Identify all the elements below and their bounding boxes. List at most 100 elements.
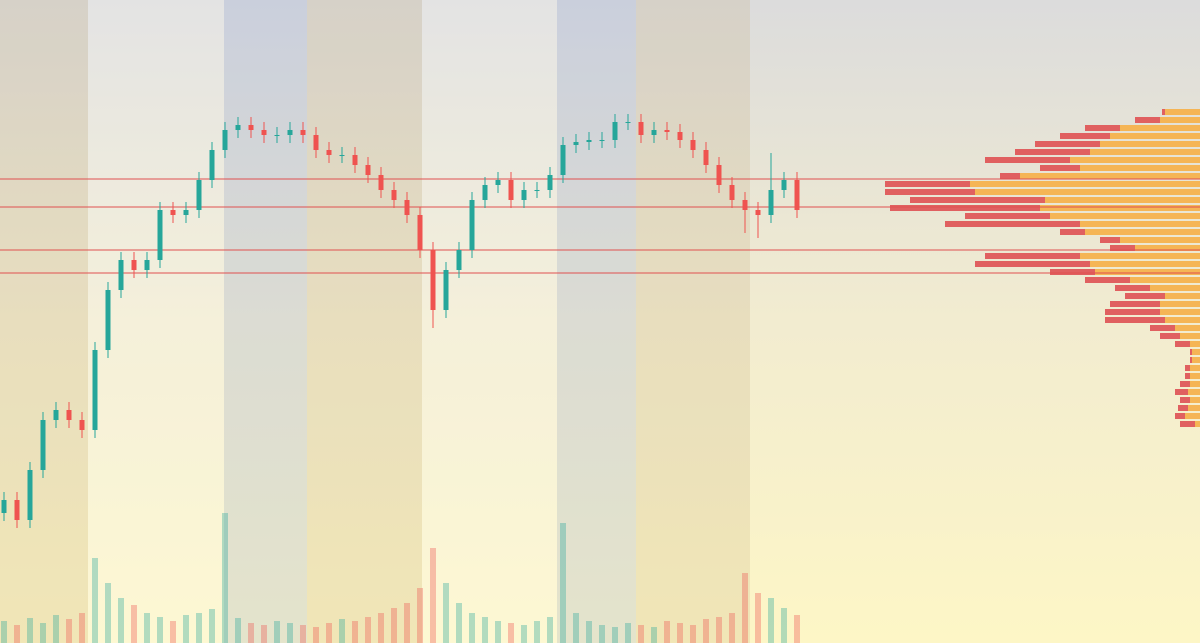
session-band <box>224 0 307 643</box>
volume-bar <box>469 613 475 643</box>
candle-body <box>456 250 462 270</box>
candle-body <box>391 190 397 200</box>
profile-sell <box>1110 245 1135 251</box>
profile-sell <box>1035 141 1100 147</box>
volume-bar <box>131 605 137 643</box>
profile-buy <box>1070 157 1200 163</box>
profile-sell <box>985 253 1080 259</box>
candle-body <box>183 210 189 215</box>
session-bands <box>0 0 750 643</box>
volume-bar <box>1 621 7 643</box>
candle-body <box>781 180 787 190</box>
candle-body <box>430 250 436 310</box>
candle-body <box>14 500 20 520</box>
volume-bar <box>118 598 124 643</box>
profile-buy <box>1080 221 1200 227</box>
volume-bar <box>352 621 358 643</box>
volume-bar <box>27 618 33 643</box>
volume-bar <box>196 613 202 643</box>
profile-sell <box>1105 317 1165 323</box>
profile-sell <box>1190 357 1192 363</box>
profile-sell <box>1190 349 1192 355</box>
volume-bar <box>144 613 150 643</box>
volume-bar <box>586 621 592 643</box>
volume-bar <box>53 615 59 643</box>
profile-sell <box>1085 277 1130 283</box>
profile-buy <box>1192 357 1200 363</box>
profile-buy <box>1160 117 1200 123</box>
profile-sell <box>1162 109 1165 115</box>
profile-buy <box>1045 197 1200 203</box>
profile-buy <box>1150 285 1200 291</box>
volume-bar <box>365 617 371 643</box>
volume-bar <box>300 625 306 643</box>
profile-buy <box>1195 421 1200 427</box>
candle-body <box>170 210 176 215</box>
volume-bar <box>651 627 657 643</box>
volume-bar <box>534 621 540 643</box>
candle-body <box>326 150 332 155</box>
profile-sell <box>1115 285 1150 291</box>
profile-sell <box>1060 229 1085 235</box>
profile-buy <box>1165 293 1200 299</box>
volume-bar <box>690 625 696 643</box>
profile-sell <box>1000 173 1020 179</box>
candle-body <box>261 130 267 135</box>
volume-bar <box>404 603 410 643</box>
candle-body <box>66 410 72 420</box>
profile-buy <box>1090 149 1200 155</box>
profile-buy <box>1188 389 1200 395</box>
candle-body <box>729 185 735 200</box>
volume-bar <box>547 617 553 643</box>
candle-body <box>599 140 605 141</box>
candle-body <box>664 130 670 132</box>
profile-sell <box>985 157 1070 163</box>
candle-body <box>339 155 345 156</box>
candle-body <box>79 420 85 430</box>
session-band <box>636 0 750 643</box>
volume-bar <box>79 613 85 643</box>
volume-bar <box>755 593 761 643</box>
profile-buy <box>1135 245 1200 251</box>
profile-sell <box>885 181 970 187</box>
profile-buy <box>1130 277 1200 283</box>
profile-sell <box>1100 237 1120 243</box>
profile-buy <box>975 189 1200 195</box>
volume-bar <box>716 617 722 643</box>
candle-body <box>222 130 228 150</box>
volume-bar <box>638 625 644 643</box>
profile-sell <box>975 261 1090 267</box>
candle-body <box>417 215 423 250</box>
profile-buy <box>1180 333 1200 339</box>
profile-sell <box>910 197 1045 203</box>
profile-buy <box>1040 205 1200 211</box>
volume-bar <box>391 608 397 643</box>
profile-buy <box>1192 349 1200 355</box>
profile-buy <box>1190 381 1200 387</box>
volume-bar <box>443 583 449 643</box>
session-band <box>557 0 636 643</box>
profile-sell <box>1015 149 1090 155</box>
volume-bar <box>742 573 748 643</box>
volume-bar <box>287 623 293 643</box>
volume-bar <box>573 613 579 643</box>
candle-body <box>469 200 475 250</box>
profile-sell <box>1175 389 1188 395</box>
candle-body <box>235 125 241 130</box>
profile-buy <box>1100 141 1200 147</box>
volume-bar <box>170 621 176 643</box>
candle-body <box>118 260 124 290</box>
volume-bar <box>313 627 319 643</box>
candle-body <box>144 260 150 270</box>
profile-sell <box>1105 309 1160 315</box>
candle-body <box>586 140 592 142</box>
profile-sell <box>1180 421 1195 427</box>
volume-bar <box>183 615 189 643</box>
candle-body <box>209 150 215 180</box>
volume-bar <box>482 617 488 643</box>
profile-sell <box>1175 341 1190 347</box>
candle-body <box>703 150 709 165</box>
profile-sell <box>965 213 1050 219</box>
candle-body <box>378 175 384 190</box>
candle-body <box>625 122 631 123</box>
